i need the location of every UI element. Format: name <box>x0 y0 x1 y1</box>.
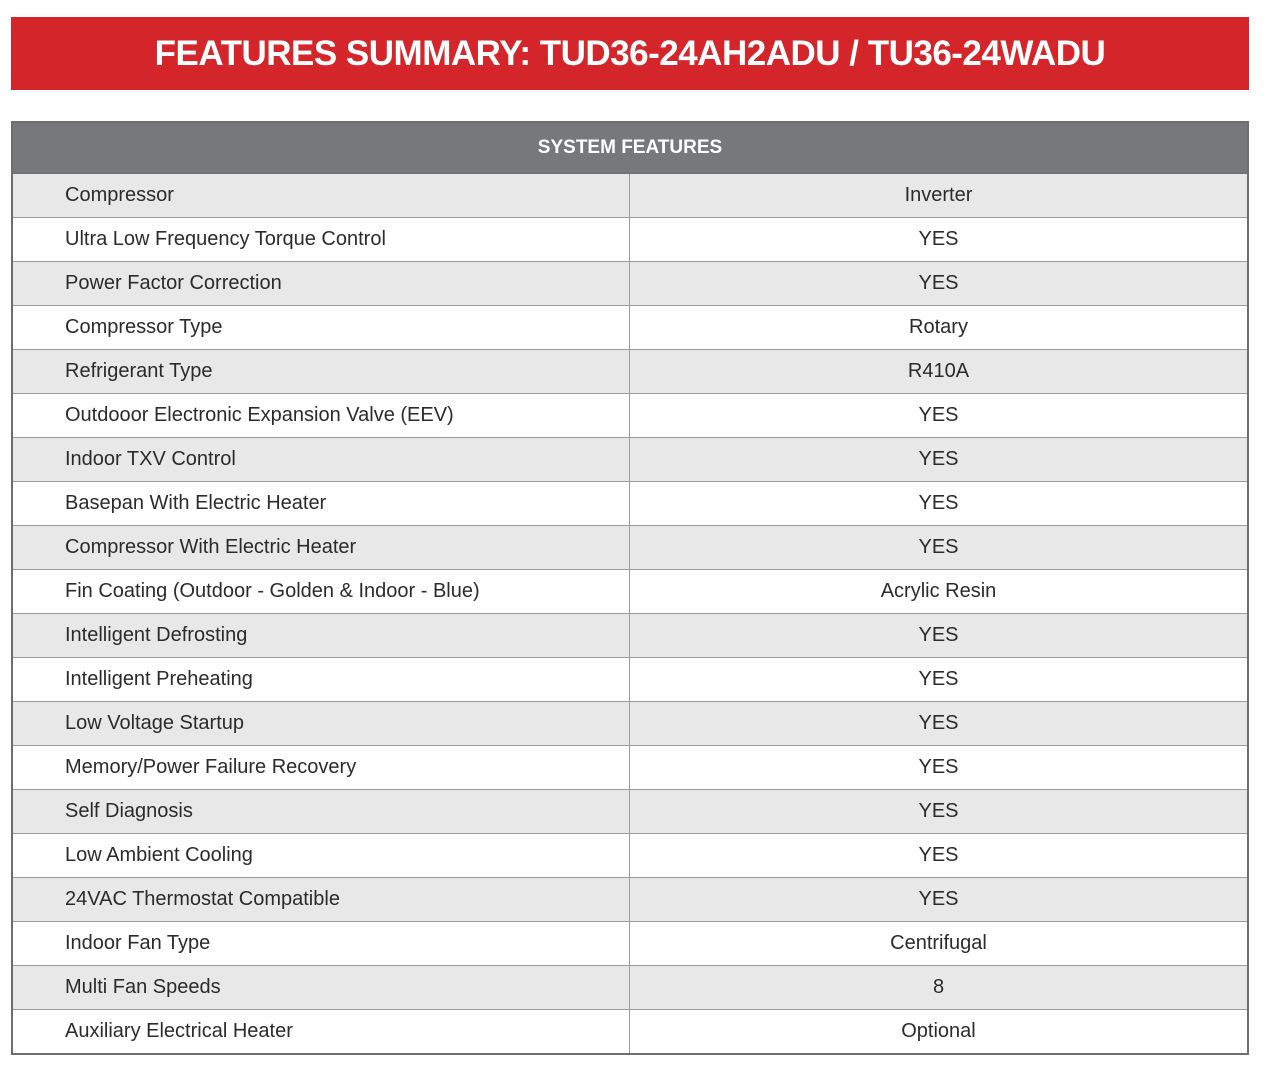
feature-value: YES <box>918 712 959 734</box>
feature-value: R410A <box>907 360 970 382</box>
feature-name: Ultra Low Frequency Torque Control <box>13 218 630 261</box>
feature-name: Compressor With Electric Heater <box>13 526 630 569</box>
feature-value: YES <box>918 404 959 426</box>
features-table: SYSTEM FEATURES Compressor Inverter Ultra … <box>11 121 1249 1055</box>
table-row: Compressor Inverter <box>13 174 1247 218</box>
feature-name: Outdooor Electronic Expansion Valve (EEV… <box>13 394 630 437</box>
feature-name: Compressor Type <box>13 306 630 349</box>
table-row: Power Factor Correction YES <box>13 262 1247 306</box>
table-row: Indoor TXV Control YES <box>13 438 1247 482</box>
feature-value: YES <box>918 888 959 910</box>
feature-name: Memory/Power Failure Recovery <box>13 746 630 789</box>
table-row: Memory/Power Failure Recovery YES <box>13 746 1247 790</box>
feature-name: Low Voltage Startup <box>13 702 630 745</box>
feature-value: YES <box>918 668 959 690</box>
table-header: SYSTEM FEATURES <box>13 123 1247 174</box>
feature-value: YES <box>918 756 959 778</box>
table-row: Intelligent Preheating YES <box>13 658 1247 702</box>
table-header-label: SYSTEM FEATURES <box>537 137 723 158</box>
feature-value: YES <box>918 272 959 294</box>
feature-value: YES <box>918 800 959 822</box>
feature-value: Acrylic Resin <box>880 580 997 602</box>
table-row: Indoor Fan Type Centrifugal <box>13 922 1247 966</box>
table-row: Outdooor Electronic Expansion Valve (EEV… <box>13 394 1247 438</box>
feature-value: YES <box>918 492 959 514</box>
feature-name: Self Diagnosis <box>13 790 630 833</box>
feature-value: Rotary <box>909 316 968 338</box>
feature-value: YES <box>918 448 959 470</box>
feature-value: Inverter <box>904 184 973 206</box>
feature-name: Fin Coating (Outdoor - Golden & Indoor -… <box>13 570 630 613</box>
feature-value: YES <box>918 228 959 250</box>
table-row: Intelligent Defrosting YES <box>13 614 1247 658</box>
feature-value: YES <box>918 624 959 646</box>
table-row: Low Voltage Startup YES <box>13 702 1247 746</box>
table-row: Compressor Type Rotary <box>13 306 1247 350</box>
table-row: 24VAC Thermostat Compatible YES <box>13 878 1247 922</box>
table-row: Fin Coating (Outdoor - Golden & Indoor -… <box>13 570 1247 614</box>
feature-name: Intelligent Defrosting <box>13 614 630 657</box>
feature-name: Compressor <box>13 174 630 217</box>
table-row: Compressor With Electric Heater YES <box>13 526 1247 570</box>
feature-value: YES <box>918 844 959 866</box>
feature-name: Indoor Fan Type <box>13 922 630 965</box>
table-row: Self Diagnosis YES <box>13 790 1247 834</box>
feature-value: YES <box>918 536 959 558</box>
feature-name: Basepan With Electric Heater <box>13 482 630 525</box>
feature-value: Centrifugal <box>890 932 987 954</box>
feature-name: Multi Fan Speeds <box>13 966 630 1009</box>
feature-name: Auxiliary Electrical Heater <box>13 1010 630 1053</box>
title-banner: FEATURES SUMMARY: TUD36-24AH2ADU / TU36-… <box>11 17 1249 90</box>
feature-name: Low Ambient Cooling <box>13 834 630 877</box>
table-body: Compressor Inverter Ultra Low Frequency To… <box>13 174 1247 1053</box>
feature-name: Refrigerant Type <box>13 350 630 393</box>
feature-name: Power Factor Correction <box>13 262 630 305</box>
feature-value: Optional <box>901 1020 976 1042</box>
table-row: Refrigerant Type R410A <box>13 350 1247 394</box>
table-row: Basepan With Electric Heater YES <box>13 482 1247 526</box>
table-row: Ultra Low Frequency Torque Control YES <box>13 218 1247 262</box>
feature-name: Intelligent Preheating <box>13 658 630 701</box>
page-title: FEATURES SUMMARY: TUD36-24AH2ADU / TU36-… <box>154 33 1106 73</box>
table-row: Auxiliary Electrical Heater Optional <box>13 1010 1247 1053</box>
feature-value: 8 <box>932 976 945 998</box>
feature-name: Indoor TXV Control <box>13 438 630 481</box>
table-row: Low Ambient Cooling YES <box>13 834 1247 878</box>
table-row: Multi Fan Speeds 8 <box>13 966 1247 1010</box>
feature-name: 24VAC Thermostat Compatible <box>13 878 630 921</box>
